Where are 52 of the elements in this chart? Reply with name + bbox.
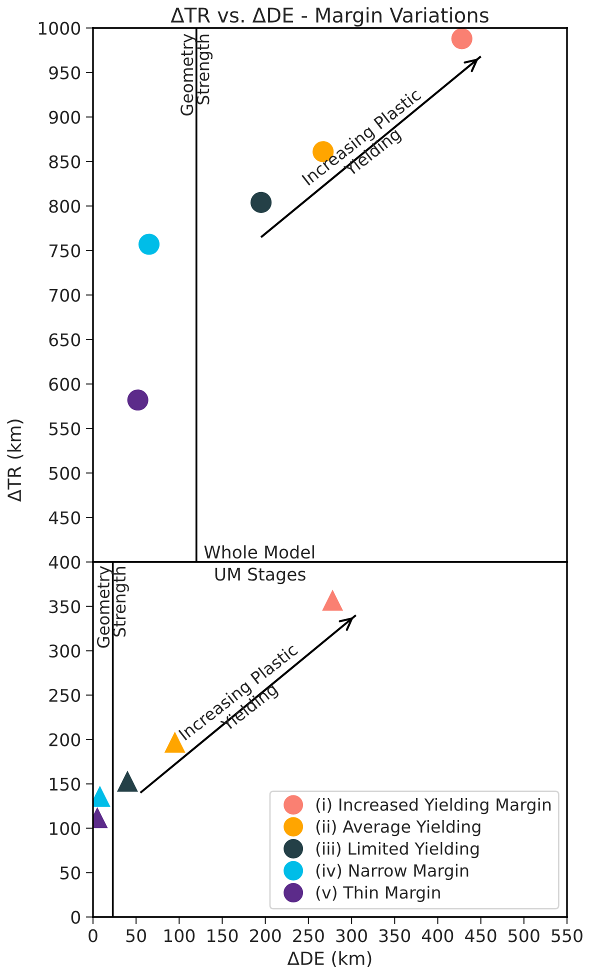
y-tick-label: 50 bbox=[60, 866, 80, 880]
x-tick-label: 150 bbox=[208, 929, 238, 942]
y-tick-label: 800 bbox=[49, 200, 80, 213]
x-tick-label: 0 bbox=[88, 929, 98, 942]
legend-label: (iv) Narrow Margin bbox=[316, 864, 468, 880]
legend-label: (i) Increased Yielding Margin bbox=[316, 798, 551, 814]
x-tick-label: 50 bbox=[126, 929, 146, 942]
x-tick-label: 300 bbox=[336, 929, 367, 942]
y-tick-label: 150 bbox=[50, 778, 80, 791]
y-tick-label: 450 bbox=[48, 511, 80, 524]
annotation: UM Stages bbox=[215, 568, 306, 584]
y-tick-label: 850 bbox=[49, 155, 80, 168]
ref-line-label: Geometry bbox=[96, 566, 113, 648]
x-tick-label: 450 bbox=[465, 929, 496, 942]
y-tick-label: 0 bbox=[71, 910, 80, 924]
point bbox=[138, 234, 160, 255]
ref-line-label: Geometry bbox=[180, 34, 196, 116]
x-tick-label: 550 bbox=[552, 929, 582, 942]
y-tick-label: 1000 bbox=[38, 22, 80, 35]
x-tick-label: 200 bbox=[250, 929, 281, 942]
y-tick-label: 950 bbox=[49, 66, 80, 80]
y-tick-label: 350 bbox=[49, 600, 80, 614]
x-axis-title: ΔDE (km) bbox=[287, 951, 372, 967]
point bbox=[451, 28, 472, 50]
y-axis-title: ΔTR (km) bbox=[7, 420, 24, 502]
y-tick-label: 400 bbox=[48, 556, 80, 569]
y-tick-label: 600 bbox=[49, 378, 80, 391]
point bbox=[322, 590, 344, 611]
y-tick-label: 650 bbox=[49, 333, 80, 346]
annotation: Strength bbox=[196, 34, 213, 104]
y-tick-label: 200 bbox=[49, 733, 80, 746]
x-tick-label: 400 bbox=[422, 929, 454, 942]
point bbox=[127, 389, 148, 411]
y-tick-label: 500 bbox=[49, 466, 80, 480]
y-tick-label: 700 bbox=[49, 288, 80, 302]
y-tick-label: 750 bbox=[49, 244, 80, 258]
legend-label: (iii) Limited Yielding bbox=[316, 842, 479, 858]
x-tick-label: 100 bbox=[164, 929, 195, 942]
y-tick-label: 300 bbox=[49, 644, 80, 658]
x-tick-label: 250 bbox=[293, 929, 324, 942]
y-tick-label: 550 bbox=[49, 422, 80, 436]
annotation: Strength bbox=[112, 566, 129, 637]
x-tick-label: 350 bbox=[379, 929, 410, 942]
annotation: Whole Model bbox=[204, 545, 314, 559]
x-tick-label: 500 bbox=[508, 929, 540, 942]
y-tick-label: 900 bbox=[49, 110, 80, 124]
y-tick-label: 250 bbox=[49, 688, 80, 702]
legend-label: (v) Thin Margin bbox=[316, 886, 440, 902]
point bbox=[250, 192, 272, 213]
legend-label: (ii) Average Yielding bbox=[316, 820, 480, 836]
y-tick-label: 100 bbox=[50, 822, 80, 836]
chart-title: ΔTR vs. ΔDE - Margin Variations bbox=[170, 7, 488, 27]
